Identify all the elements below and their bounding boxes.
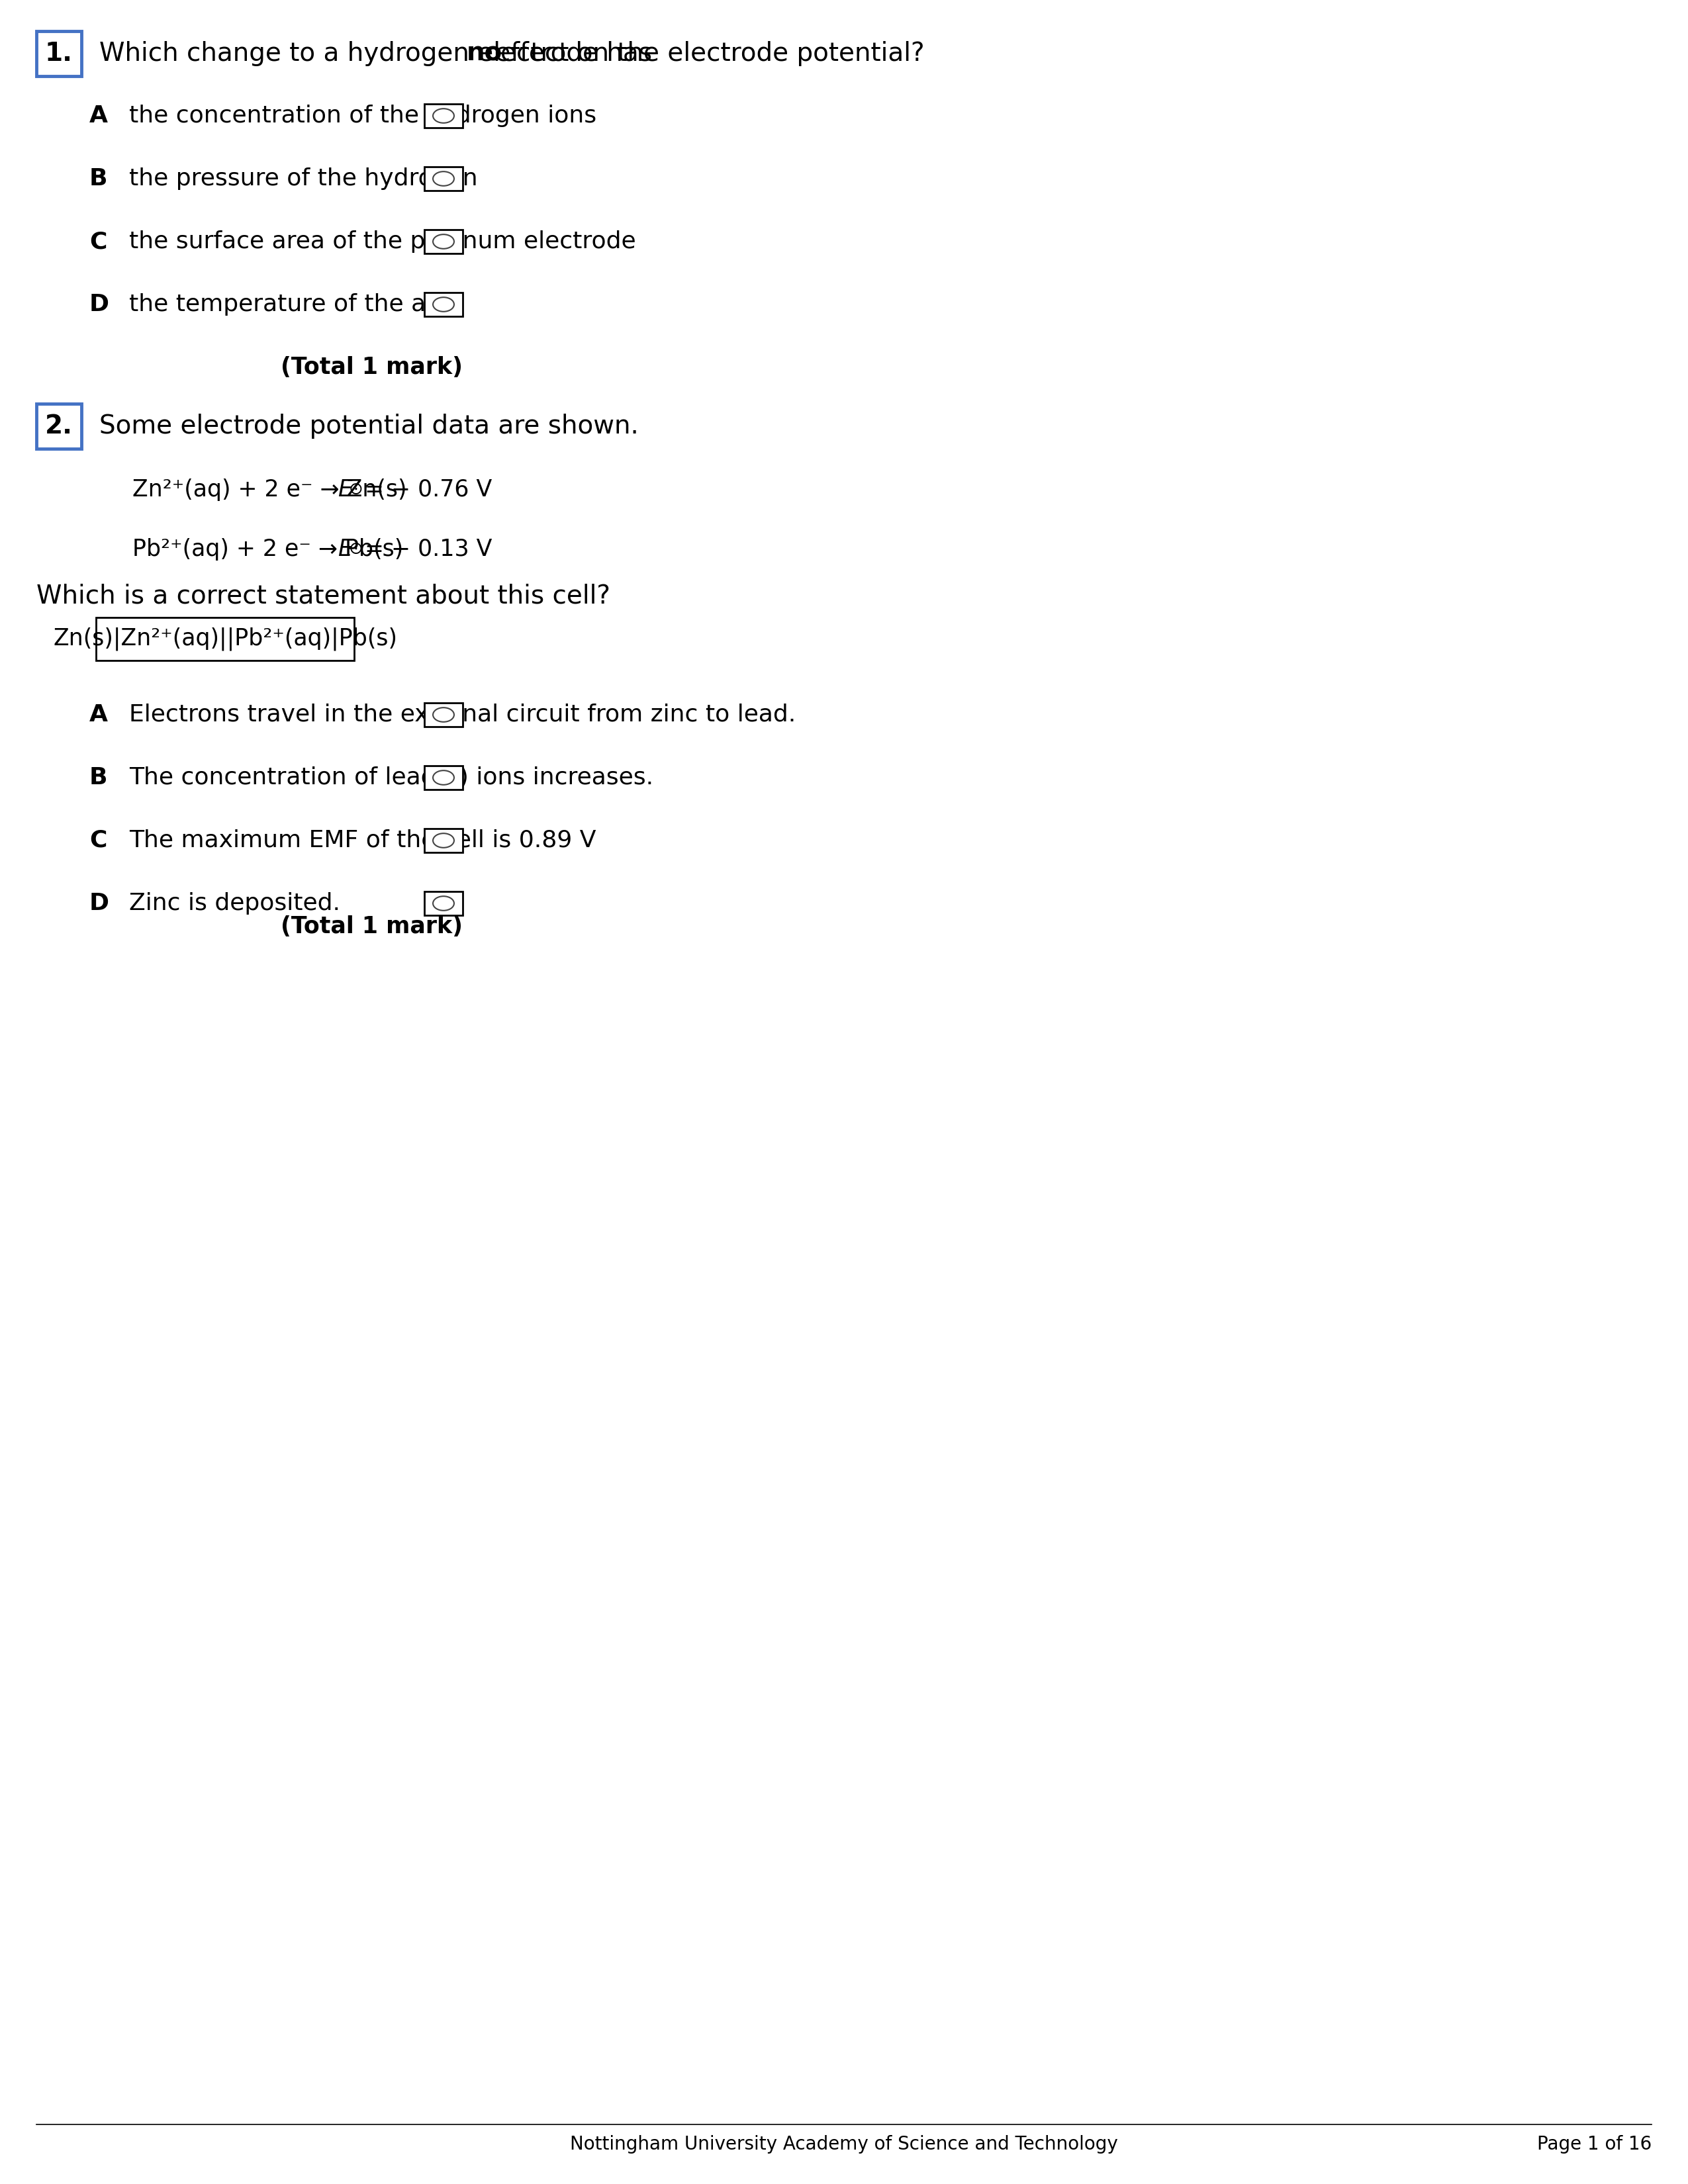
Text: A: A (89, 105, 108, 127)
FancyBboxPatch shape (424, 229, 463, 253)
FancyBboxPatch shape (37, 31, 81, 76)
Text: Zinc is deposited.: Zinc is deposited. (128, 891, 341, 915)
Text: D: D (89, 891, 110, 915)
FancyBboxPatch shape (424, 828, 463, 852)
Text: C: C (89, 830, 106, 852)
Text: the temperature of the acid: the temperature of the acid (128, 293, 461, 317)
Text: Zn(s)|Zn²⁺(aq)||Pb²⁺(aq)|Pb(s): Zn(s)|Zn²⁺(aq)||Pb²⁺(aq)|Pb(s) (52, 627, 397, 651)
Text: Page 1 of 16: Page 1 of 16 (1536, 2136, 1651, 2153)
Text: ⊙: ⊙ (349, 542, 363, 557)
FancyBboxPatch shape (424, 891, 463, 915)
Text: the pressure of the hydrogen: the pressure of the hydrogen (128, 168, 478, 190)
FancyBboxPatch shape (37, 404, 81, 448)
Text: B: B (89, 168, 108, 190)
Text: D: D (89, 293, 110, 317)
FancyBboxPatch shape (424, 105, 463, 127)
Text: Which is a correct statement about this cell?: Which is a correct statement about this … (37, 583, 611, 607)
Ellipse shape (432, 109, 454, 122)
Text: no: no (466, 41, 503, 66)
Ellipse shape (432, 895, 454, 911)
FancyBboxPatch shape (96, 618, 354, 660)
Text: E: E (338, 537, 353, 561)
Text: Which change to a hydrogen electrode has: Which change to a hydrogen electrode has (100, 41, 660, 66)
Text: = − 0.13 V: = − 0.13 V (358, 537, 493, 561)
Text: C: C (89, 229, 106, 253)
Ellipse shape (432, 771, 454, 784)
Text: = − 0.76 V: = − 0.76 V (358, 478, 491, 500)
Text: (Total 1 mark): (Total 1 mark) (280, 915, 463, 937)
Text: Zn²⁺(aq) + 2 e⁻ → Zn(s): Zn²⁺(aq) + 2 e⁻ → Zn(s) (132, 478, 407, 500)
Text: effect on the electrode potential?: effect on the electrode potential? (486, 41, 925, 66)
Text: The concentration of lead(II) ions increases.: The concentration of lead(II) ions incre… (128, 767, 653, 788)
Text: Some electrode potential data are shown.: Some electrode potential data are shown. (100, 413, 638, 439)
FancyBboxPatch shape (424, 767, 463, 791)
FancyBboxPatch shape (424, 166, 463, 190)
Text: the surface area of the platinum electrode: the surface area of the platinum electro… (128, 229, 636, 253)
Text: A: A (89, 703, 108, 725)
Text: Pb²⁺(aq) + 2 e⁻ → Pb(s): Pb²⁺(aq) + 2 e⁻ → Pb(s) (132, 537, 403, 561)
Text: 2.: 2. (46, 413, 73, 439)
Text: The maximum EMF of the cell is 0.89 V: The maximum EMF of the cell is 0.89 V (128, 830, 596, 852)
FancyBboxPatch shape (424, 703, 463, 727)
Ellipse shape (432, 173, 454, 186)
Text: Electrons travel in the external circuit from zinc to lead.: Electrons travel in the external circuit… (128, 703, 795, 725)
Ellipse shape (432, 834, 454, 847)
Text: E: E (338, 478, 353, 500)
Text: Nottingham University Academy of Science and Technology: Nottingham University Academy of Science… (571, 2136, 1117, 2153)
Ellipse shape (432, 708, 454, 723)
Text: 1.: 1. (46, 41, 73, 66)
Ellipse shape (432, 234, 454, 249)
Text: B: B (89, 767, 108, 788)
Text: the concentration of the hydrogen ions: the concentration of the hydrogen ions (128, 105, 596, 127)
Ellipse shape (432, 297, 454, 312)
Text: ⊙: ⊙ (349, 480, 363, 498)
Text: (Total 1 mark): (Total 1 mark) (280, 356, 463, 378)
FancyBboxPatch shape (424, 293, 463, 317)
